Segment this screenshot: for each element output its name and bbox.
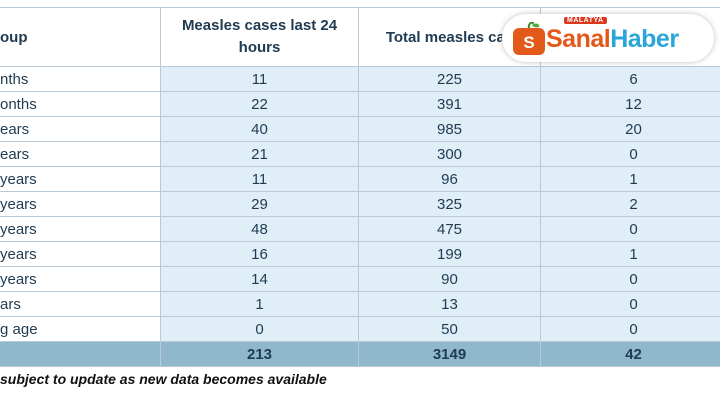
logo-brand-text: SanalHaber [546,25,679,54]
cell-group: ars [0,291,161,317]
total-last24: 213 [160,341,359,367]
header-cases-last-24-hours: Measles cases last 24 hours [160,7,359,67]
header-age-group: oup [0,7,161,67]
cell-last24: 22 [160,91,359,117]
cell-deaths: 1 [540,166,720,192]
table-row: ears 21 300 0 [0,141,720,167]
total-total: 3149 [358,341,541,367]
cell-group: g age [0,316,161,342]
cell-last24: 29 [160,191,359,217]
cell-last24: 21 [160,141,359,167]
table-row: years 14 90 0 [0,266,720,292]
footnote: subject to update as new data becomes av… [0,371,327,387]
logo-small-text: MALATYA [564,17,607,24]
cell-deaths: 6 [540,66,720,92]
cell-total: 90 [358,266,541,292]
cell-deaths: 0 [540,216,720,242]
table-row: years 29 325 2 [0,191,720,217]
cell-group: years [0,241,161,267]
logo-mark-icon: S [513,22,545,55]
cell-deaths: 0 [540,141,720,167]
table-row: ears 40 985 20 [0,116,720,142]
table-row: years 48 475 0 [0,216,720,242]
cell-total: 13 [358,291,541,317]
table-row: nths 11 225 6 [0,66,720,92]
cell-last24: 40 [160,116,359,142]
table-row: onths 22 391 12 [0,91,720,117]
cell-deaths: 2 [540,191,720,217]
cell-last24: 48 [160,216,359,242]
cell-total: 325 [358,191,541,217]
cell-deaths: 12 [540,91,720,117]
cell-group: ears [0,116,161,142]
table-row: years 11 96 1 [0,166,720,192]
cell-last24: 16 [160,241,359,267]
table-row: ars 1 13 0 [0,291,720,317]
table-row: g age 0 50 0 [0,316,720,342]
cell-last24: 14 [160,266,359,292]
cell-group: onths [0,91,161,117]
cell-deaths: 1 [540,241,720,267]
table-row: years 16 199 1 [0,241,720,267]
cell-total: 475 [358,216,541,242]
sanalhaber-watermark-logo: S MALATYA SanalHaber [502,14,714,62]
cell-last24: 11 [160,166,359,192]
cell-last24: 1 [160,291,359,317]
logo-brand-part1: Sanal [546,25,611,53]
cell-total: 391 [358,91,541,117]
measles-table: oup Measles cases last 24 hours Total me… [0,7,720,367]
cell-deaths: 0 [540,316,720,342]
cell-group: years [0,166,161,192]
table-body: nths 11 225 6 onths 22 391 12 ears 40 985 20 ears 21 3… [0,66,720,367]
cell-total: 225 [358,66,541,92]
cell-total: 199 [358,241,541,267]
cell-total: 50 [358,316,541,342]
total-group [0,341,161,367]
svg-text:S: S [523,33,534,52]
cell-last24: 0 [160,316,359,342]
table-total-row: 213 3149 42 [0,341,720,367]
cell-total: 96 [358,166,541,192]
cell-deaths: 0 [540,266,720,292]
cell-group: ears [0,141,161,167]
total-deaths: 42 [540,341,720,367]
logo-brand-part2: Haber [610,25,679,53]
cell-last24: 11 [160,66,359,92]
cell-group: nths [0,66,161,92]
cell-group: years [0,191,161,217]
cell-deaths: 0 [540,291,720,317]
cell-group: years [0,216,161,242]
cell-group: years [0,266,161,292]
cell-total: 300 [358,141,541,167]
cell-deaths: 20 [540,116,720,142]
cell-total: 985 [358,116,541,142]
